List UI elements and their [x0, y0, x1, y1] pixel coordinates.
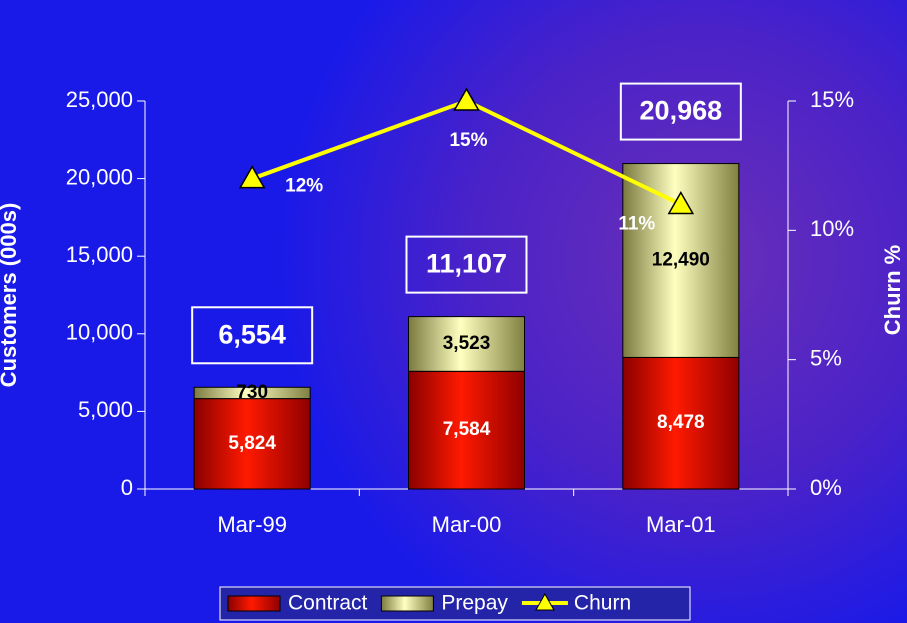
churn-marker [238, 165, 266, 189]
y2-axis-title: Churn % [880, 245, 905, 335]
y-tick-label: 0 [121, 475, 133, 500]
x-tick-label: Mar-00 [432, 512, 502, 537]
legend-swatch [227, 595, 281, 612]
y2-tick-label: 0% [810, 475, 842, 500]
value-label: 3,523 [443, 333, 491, 354]
total-box [619, 82, 742, 141]
legend-marker [535, 592, 555, 611]
churn-label: 12% [285, 176, 323, 197]
legend-swatch [380, 595, 434, 612]
total-box [191, 306, 314, 365]
value-label: 12,490 [652, 250, 710, 271]
y-tick-label: 15,000 [66, 242, 133, 267]
churn-marker [667, 190, 695, 215]
bar-segment [408, 316, 525, 372]
total-label: 11,107 [426, 249, 507, 279]
x-tick-label: Mar-01 [646, 512, 716, 537]
y-tick-label: 20,000 [66, 164, 133, 189]
legend [219, 586, 691, 621]
x-tick-label: Mar-99 [217, 512, 287, 537]
value-label: 5,824 [228, 433, 276, 454]
bar-segment [193, 398, 311, 490]
bar-segment [622, 356, 740, 490]
y2-tick-label: 5% [810, 345, 842, 370]
value-label: 730 [236, 382, 268, 403]
y2-tick-label: 10% [810, 216, 854, 241]
total-box [405, 235, 528, 294]
bar-segment [408, 370, 525, 490]
y-tick-label: 5,000 [78, 397, 133, 422]
bar-segment [193, 386, 311, 400]
value-label: 7,584 [443, 419, 491, 440]
y-axis-title: Customers (000s) [0, 203, 21, 388]
legend-label: Churn [574, 592, 631, 615]
y2-tick-label: 15% [810, 87, 854, 112]
y-tick-label: 10,000 [66, 320, 133, 345]
total-label: 20,968 [640, 96, 723, 126]
churn-label: 15% [449, 130, 487, 151]
legend-label: Contract [288, 592, 368, 615]
value-label: 8,478 [657, 412, 705, 433]
legend-label: Prepay [441, 592, 508, 615]
churn-label: 11% [618, 213, 655, 234]
y-tick-label: 25,000 [66, 87, 133, 112]
total-label: 6,554 [218, 319, 286, 349]
churn-marker [453, 87, 480, 111]
